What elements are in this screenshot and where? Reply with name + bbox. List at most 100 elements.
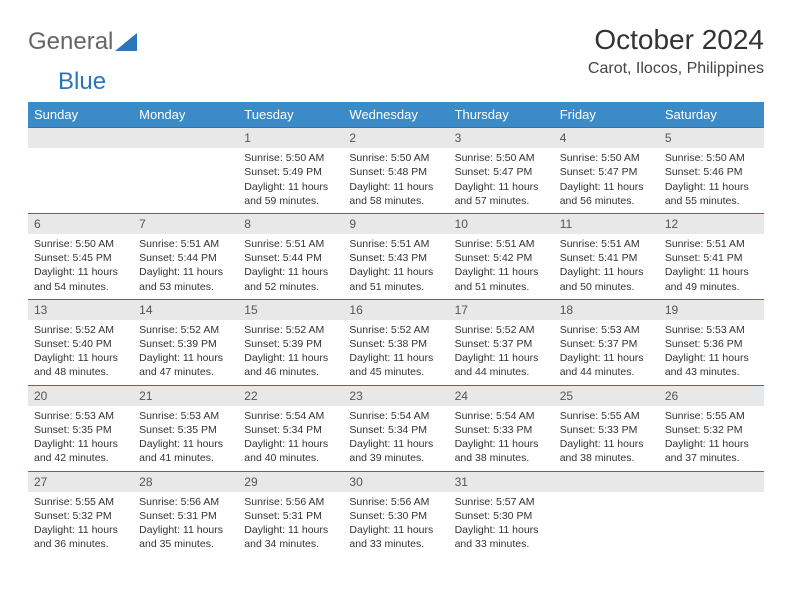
day-header-monday: Monday	[133, 102, 238, 127]
sunrise-line: Sunrise: 5:50 AM	[244, 151, 337, 165]
sunrise-line: Sunrise: 5:51 AM	[665, 237, 758, 251]
calendar-cell: 6Sunrise: 5:50 AMSunset: 5:45 PMDaylight…	[28, 214, 133, 299]
daylight-line: Daylight: 11 hours and 41 minutes.	[139, 437, 232, 465]
sunset-line: Sunset: 5:47 PM	[455, 165, 548, 179]
sunset-line: Sunset: 5:40 PM	[34, 337, 127, 351]
cell-body: Sunrise: 5:55 AMSunset: 5:32 PMDaylight:…	[659, 406, 764, 471]
week-row: 1Sunrise: 5:50 AMSunset: 5:49 PMDaylight…	[28, 127, 764, 213]
date-number: 22	[238, 386, 343, 406]
date-number: 15	[238, 300, 343, 320]
date-number: 12	[659, 214, 764, 234]
calendar-cell	[133, 128, 238, 213]
calendar-cell: 9Sunrise: 5:51 AMSunset: 5:43 PMDaylight…	[343, 214, 448, 299]
calendar-cell: 22 Sunrise: 5:54 AMSunset: 5:34 PMDayligh…	[238, 386, 343, 471]
sunrise-line: Sunrise: 5:50 AM	[349, 151, 442, 165]
cell-body: Sunrise: 5:50 AMSunset: 5:49 PMDaylight:…	[238, 148, 343, 213]
sunrise-line: Sunrise: 5:52 AM	[139, 323, 232, 337]
daylight-line: Daylight: 11 hours and 57 minutes.	[455, 180, 548, 208]
date-number: 19	[659, 300, 764, 320]
sunrise-line: Sunrise: 5:55 AM	[665, 409, 758, 423]
date-number: 24	[449, 386, 554, 406]
calendar-cell: 2Sunrise: 5:50 AMSunset: 5:48 PMDaylight…	[343, 128, 448, 213]
sunset-line: Sunset: 5:47 PM	[560, 165, 653, 179]
cell-body: Sunrise: 5:50 AMSunset: 5:47 PMDaylight:…	[554, 148, 659, 213]
date-number: 5	[659, 128, 764, 148]
sunrise-line: Sunrise: 5:53 AM	[560, 323, 653, 337]
sunrise-line: Sunrise: 5:52 AM	[455, 323, 548, 337]
day-header-wednesday: Wednesday	[343, 102, 448, 127]
date-number: 16	[343, 300, 448, 320]
sunset-line: Sunset: 5:44 PM	[139, 251, 232, 265]
sunset-line: Sunset: 5:48 PM	[349, 165, 442, 179]
calendar-cell	[28, 128, 133, 213]
sunset-line: Sunset: 5:43 PM	[349, 251, 442, 265]
sunrise-line: Sunrise: 5:53 AM	[139, 409, 232, 423]
calendar-cell: 30Sunrise: 5:56 AMSunset: 5:30 PMDayligh…	[343, 472, 448, 557]
date-number: 8	[238, 214, 343, 234]
logo-text-1: General	[28, 28, 113, 56]
cell-body: Sunrise: 5:53 AMSunset: 5:36 PMDaylight:…	[659, 320, 764, 385]
sunset-line: Sunset: 5:37 PM	[560, 337, 653, 351]
calendar: Sunday Monday Tuesday Wednesday Thursday…	[28, 102, 764, 556]
sunset-line: Sunset: 5:39 PM	[244, 337, 337, 351]
date-number: 6	[28, 214, 133, 234]
week-row: 13Sunrise: 5:52 AMSunset: 5:40 PMDayligh…	[28, 299, 764, 385]
sunset-line: Sunset: 5:34 PM	[244, 423, 337, 437]
calendar-cell: 20Sunrise: 5:53 AMSunset: 5:35 PMDayligh…	[28, 386, 133, 471]
daylight-line: Daylight: 11 hours and 33 minutes.	[349, 523, 442, 551]
day-header-saturday: Saturday	[659, 102, 764, 127]
cell-body: Sunrise: 5:54 AMSunset: 5:33 PMDaylight:…	[449, 406, 554, 471]
daylight-line: Daylight: 11 hours and 42 minutes.	[34, 437, 127, 465]
calendar-cell: 25Sunrise: 5:55 AMSunset: 5:33 PMDayligh…	[554, 386, 659, 471]
sunset-line: Sunset: 5:33 PM	[455, 423, 548, 437]
calendar-cell: 15Sunrise: 5:52 AMSunset: 5:39 PMDayligh…	[238, 300, 343, 385]
day-header-friday: Friday	[554, 102, 659, 127]
daylight-line: Daylight: 11 hours and 51 minutes.	[455, 265, 548, 293]
logo-text-2: Blue	[58, 68, 792, 96]
sunset-line: Sunset: 5:37 PM	[455, 337, 548, 351]
date-number: 18	[554, 300, 659, 320]
daylight-line: Daylight: 11 hours and 49 minutes.	[665, 265, 758, 293]
daylight-line: Daylight: 11 hours and 36 minutes.	[34, 523, 127, 551]
calendar-cell: 11Sunrise: 5:51 AMSunset: 5:41 PMDayligh…	[554, 214, 659, 299]
sunrise-line: Sunrise: 5:54 AM	[244, 409, 337, 423]
calendar-cell: 5Sunrise: 5:50 AMSunset: 5:46 PMDaylight…	[659, 128, 764, 213]
week-row: 20Sunrise: 5:53 AMSunset: 5:35 PMDayligh…	[28, 385, 764, 471]
sunset-line: Sunset: 5:41 PM	[665, 251, 758, 265]
date-number	[659, 472, 764, 492]
calendar-cell: 1Sunrise: 5:50 AMSunset: 5:49 PMDaylight…	[238, 128, 343, 213]
sunrise-line: Sunrise: 5:53 AM	[665, 323, 758, 337]
cell-body: Sunrise: 5:50 AMSunset: 5:45 PMDaylight:…	[28, 234, 133, 299]
cell-body: Sunrise: 5:51 AMSunset: 5:42 PMDaylight:…	[449, 234, 554, 299]
sunrise-line: Sunrise: 5:56 AM	[139, 495, 232, 509]
daylight-line: Daylight: 11 hours and 46 minutes.	[244, 351, 337, 379]
day-header-tuesday: Tuesday	[238, 102, 343, 127]
sunset-line: Sunset: 5:35 PM	[139, 423, 232, 437]
sunset-line: Sunset: 5:36 PM	[665, 337, 758, 351]
sunset-line: Sunset: 5:46 PM	[665, 165, 758, 179]
date-number: 23	[343, 386, 448, 406]
date-number: 14	[133, 300, 238, 320]
logo-triangle-icon	[115, 33, 137, 51]
date-number: 29	[238, 472, 343, 492]
daylight-line: Daylight: 11 hours and 37 minutes.	[665, 437, 758, 465]
date-number: 28	[133, 472, 238, 492]
cell-body: Sunrise: 5:52 AMSunset: 5:38 PMDaylight:…	[343, 320, 448, 385]
calendar-cell: 3Sunrise: 5:50 AMSunset: 5:47 PMDaylight…	[449, 128, 554, 213]
daylight-line: Daylight: 11 hours and 40 minutes.	[244, 437, 337, 465]
sunset-line: Sunset: 5:39 PM	[139, 337, 232, 351]
calendar-cell: 21Sunrise: 5:53 AMSunset: 5:35 PMDayligh…	[133, 386, 238, 471]
cell-body: Sunrise: 5:50 AMSunset: 5:46 PMDaylight:…	[659, 148, 764, 213]
sunrise-line: Sunrise: 5:50 AM	[34, 237, 127, 251]
daylight-line: Daylight: 11 hours and 59 minutes.	[244, 180, 337, 208]
sunset-line: Sunset: 5:30 PM	[349, 509, 442, 523]
sunrise-line: Sunrise: 5:50 AM	[560, 151, 653, 165]
cell-body: Sunrise: 5:56 AMSunset: 5:31 PMDaylight:…	[238, 492, 343, 557]
daylight-line: Daylight: 11 hours and 56 minutes.	[560, 180, 653, 208]
date-number: 11	[554, 214, 659, 234]
daylight-line: Daylight: 11 hours and 44 minutes.	[455, 351, 548, 379]
date-number: 10	[449, 214, 554, 234]
sunrise-line: Sunrise: 5:56 AM	[349, 495, 442, 509]
daylight-line: Daylight: 11 hours and 50 minutes.	[560, 265, 653, 293]
calendar-cell: 7Sunrise: 5:51 AMSunset: 5:44 PMDaylight…	[133, 214, 238, 299]
